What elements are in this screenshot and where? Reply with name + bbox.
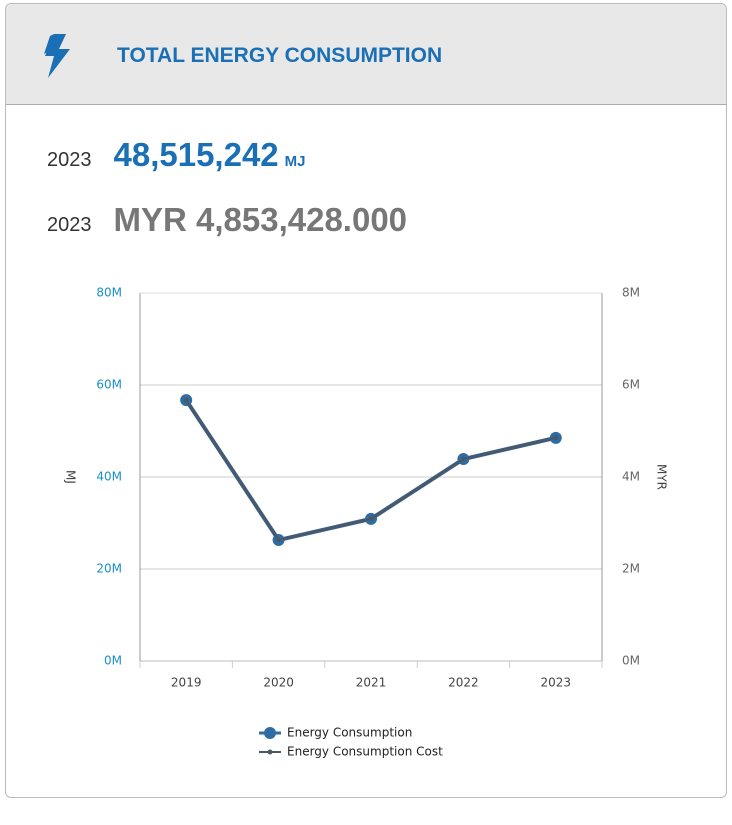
point xyxy=(460,456,466,462)
y2-tick-label: 2M xyxy=(622,562,640,576)
lightning-icon xyxy=(44,34,70,78)
energy-card: TOTAL ENERGY CONSUMPTION 2023 48,515,242 M… xyxy=(5,3,727,798)
y-tick-label: 40M xyxy=(96,470,122,484)
stat-value: MYR 4,853,428.000 xyxy=(113,201,408,238)
point xyxy=(183,397,189,403)
energy-stat: 2023 48,515,242 MJ xyxy=(47,136,306,174)
point xyxy=(368,516,374,522)
y-tick-label: 80M xyxy=(96,286,122,300)
x-tick-label: 2020 xyxy=(263,676,294,690)
stat-year: 2023 xyxy=(47,149,92,171)
legend-symbol xyxy=(264,727,276,739)
x-tick-label: 2021 xyxy=(356,676,387,690)
x-tick-label: 2023 xyxy=(541,676,572,690)
y2-axis-label: MYR xyxy=(655,464,669,490)
y-tick-label: 0M xyxy=(104,654,122,668)
legend-symbol xyxy=(267,749,273,755)
stat-unit: MJ xyxy=(284,153,306,170)
card-header: TOTAL ENERGY CONSUMPTION xyxy=(6,4,726,105)
cost-stat: 2023 MYR 4,853,428.000 xyxy=(47,201,407,239)
y2-tick-label: 6M xyxy=(622,378,640,392)
x-tick-label: 2022 xyxy=(448,676,479,690)
legend-label: Energy Consumption xyxy=(287,726,412,740)
legend-label: Energy Consumption Cost xyxy=(287,745,443,759)
x-tick-label: 2019 xyxy=(171,676,202,690)
y-tick-label: 20M xyxy=(96,562,122,576)
stat-value: 48,515,242 xyxy=(113,136,279,173)
point xyxy=(553,435,559,441)
y2-tick-label: 8M xyxy=(622,286,640,300)
stat-year: 2023 xyxy=(47,214,92,236)
point xyxy=(276,537,282,543)
y2-tick-label: 4M xyxy=(622,470,640,484)
card-title: TOTAL ENERGY CONSUMPTION xyxy=(117,44,443,67)
y-axis-label: MJ xyxy=(64,470,78,484)
y2-tick-label: 0M xyxy=(622,654,640,668)
y-tick-label: 60M xyxy=(96,378,122,392)
